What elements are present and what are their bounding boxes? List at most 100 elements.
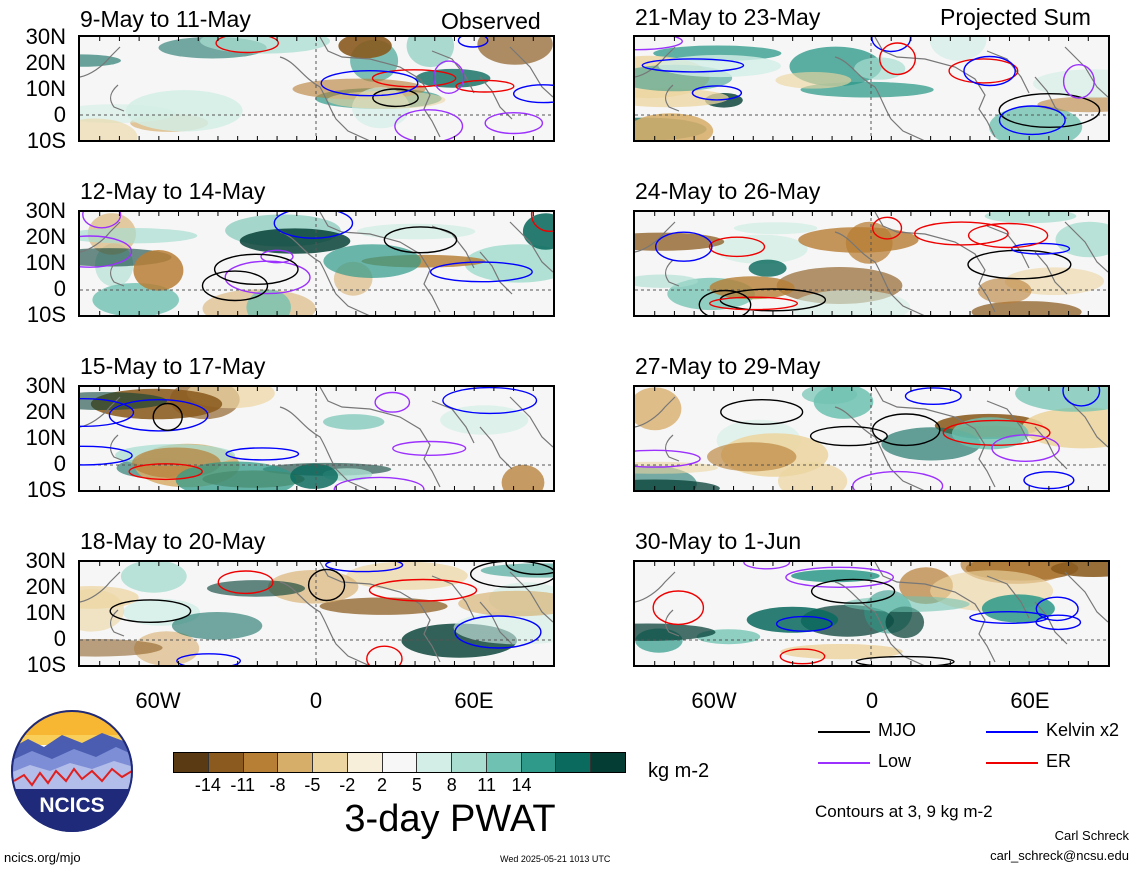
colorbar-title: 3-day PWAT: [344, 798, 556, 840]
dry-anomaly-blob: [477, 37, 553, 65]
wave-contour: [809, 425, 888, 447]
wave-contour: [635, 37, 683, 51]
dry-anomaly-blob: [1051, 562, 1108, 577]
wave-contour: [366, 645, 403, 665]
wave-contour: [383, 226, 458, 254]
wave-contour: [307, 568, 346, 602]
legend-label-low: Low: [878, 751, 912, 771]
wave-contour: [513, 84, 553, 104]
wave-contour: [852, 470, 944, 490]
wave-contour: [429, 261, 533, 283]
wave-contour: [374, 391, 411, 413]
colorbar-swatch: [590, 753, 625, 772]
moist-anomaly-blob: [984, 212, 1077, 224]
site-link[interactable]: ncics.org/mjo: [4, 850, 81, 865]
wave-contour: [392, 440, 467, 457]
lat-label: 10N: [25, 425, 66, 450]
map-panel-2: [633, 35, 1110, 142]
colorbar-units: kg m-2: [648, 760, 710, 782]
dry-anomaly-blob: [780, 644, 903, 660]
wave-contour: [108, 398, 209, 432]
moist-anomaly-blob: [522, 213, 553, 250]
wave-contour: [785, 566, 895, 589]
contours-note: Contours at 3, 9 kg m-2: [815, 802, 993, 821]
wave-contour: [641, 58, 745, 73]
dry-anomaly-blob: [775, 72, 852, 89]
dry-anomaly-blob: [707, 442, 797, 472]
lat-label: 20N: [25, 224, 66, 249]
dry-anomaly-blob: [971, 301, 1082, 315]
map-graphic: [80, 562, 553, 665]
wave-contour: [325, 562, 404, 573]
wave-contour: [963, 55, 1016, 87]
wave-contour: [855, 655, 955, 665]
coastline: [635, 212, 1108, 315]
moist-anomaly-blob: [80, 228, 198, 244]
wave-contour: [743, 562, 791, 570]
dry-anomaly-blob: [80, 118, 138, 140]
dry-anomaly-blob: [798, 227, 919, 253]
wave-contour: [82, 212, 122, 229]
dry-anomaly-blob: [338, 37, 392, 59]
wave-contour: [217, 570, 274, 595]
moist-anomaly-blob: [406, 37, 454, 68]
lat-label: 30N: [25, 548, 66, 573]
wave-contour: [1011, 242, 1071, 255]
lon-label-left-60e: 60E: [454, 688, 494, 713]
wave-contour: [878, 42, 916, 76]
moist-anomaly-blob: [885, 606, 925, 639]
moist-anomaly-blob: [1032, 69, 1108, 98]
colorbar-swatch: [451, 753, 486, 772]
wave-contour: [967, 222, 1049, 249]
wave-contour: [1062, 387, 1101, 407]
wave-contour: [333, 476, 425, 490]
wave-contour: [368, 578, 478, 602]
colorbar-swatch: [207, 753, 243, 772]
lat-label: 30N: [25, 198, 66, 223]
legend-line-low: [818, 762, 870, 764]
wave-contour: [635, 449, 701, 468]
legend-label-mjo: MJO: [878, 720, 916, 740]
colorbar-tick-label: -5: [304, 775, 321, 795]
lat-label: 20N: [25, 399, 66, 424]
dry-anomaly-blob: [80, 589, 125, 632]
moist-anomaly-blob: [929, 37, 987, 61]
wave-contour: [720, 398, 804, 426]
panel-title-4: 24-May to 26-May: [635, 178, 821, 204]
legend-line-er: [986, 762, 1038, 764]
wave-contour: [691, 85, 743, 101]
wave-contour: [871, 413, 941, 447]
panel-title-6: 27-May to 29-May: [635, 353, 821, 379]
moist-anomaly-blob: [290, 463, 338, 489]
coastline: [80, 212, 553, 315]
colorbar: [173, 752, 626, 773]
wave-contour: [967, 249, 1072, 280]
panel-title-7: 18-May to 20-May: [80, 528, 266, 554]
colorbar-swatch: [555, 753, 591, 772]
moist-anomaly-blob: [440, 405, 529, 435]
wave-contour: [1062, 64, 1095, 99]
lon-label-left-0: 0: [309, 688, 323, 713]
moist-anomaly-blob: [748, 259, 787, 277]
panel-kind-observed: Observed: [441, 8, 541, 34]
colorbar-swatch: [277, 753, 313, 772]
lat-label: 0: [53, 626, 66, 651]
map-panel-1: [78, 35, 555, 142]
moist-anomaly-blob: [80, 104, 176, 123]
wave-contour: [998, 105, 1066, 136]
wave-contour: [201, 270, 269, 302]
ncics-logo-text: NCICS: [39, 794, 104, 817]
lon-label-right-0: 0: [865, 688, 879, 713]
wave-contour: [152, 402, 183, 431]
map-panel-5: [78, 385, 555, 492]
wave-contour: [273, 212, 354, 239]
moist-anomaly-blob: [844, 596, 970, 612]
colorbar-tick-label: 2: [377, 775, 388, 795]
moist-anomaly-blob: [175, 461, 296, 490]
lat-label: 0: [53, 276, 66, 301]
author-email[interactable]: carl_schreck@ncsu.edu: [990, 848, 1129, 863]
wave-contour: [442, 387, 538, 415]
lat-label: 10S: [26, 477, 66, 502]
wave-contour: [80, 235, 133, 268]
wave-contour: [969, 611, 1049, 625]
